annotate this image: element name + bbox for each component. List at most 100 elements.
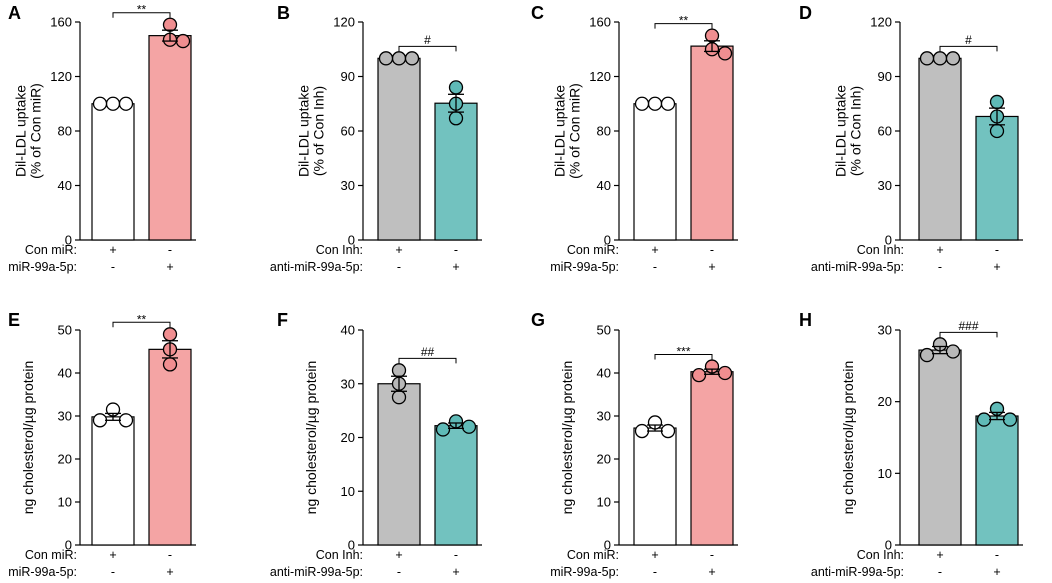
data-point [448,111,464,126]
y-tick-label: 120 [333,15,355,30]
panel-f: Fng cholesterol/µg protein 0 10 20 30 40 ## Con… [270,310,482,579]
data-point [391,51,407,66]
condition-sign: - [653,260,657,274]
condition-label: Con Inh: [316,548,363,562]
significance-bracket [654,354,713,360]
condition-sign: - [168,548,172,562]
panel-letter: E [8,310,20,330]
panel-d: D Dil-LDL uptake (% of Con Inh) 0 30 60 90 120 #… [799,3,1023,274]
condition-sign: + [166,565,173,579]
significance-label: ** [137,312,147,326]
bar [434,425,478,546]
panel-letter: F [277,310,288,330]
y-tick-label: 40 [597,178,611,193]
data-point [660,96,676,111]
bar [377,57,421,241]
bar [633,427,677,546]
condition-label: Con Inh: [857,243,904,257]
condition-label: Con Inh: [857,548,904,562]
data-point [945,51,961,66]
y-axis-label: (% of Con miR) [28,83,44,179]
y-tick-label: 40 [597,366,611,381]
y-tick-label: 0 [348,538,355,553]
y-axis-label: ng cholesterol/µg protein [559,361,575,515]
y-tick-label: 160 [589,15,611,30]
significance-label: ** [679,14,689,28]
y-tick-label: 30 [341,376,355,391]
y-tick-label: 0 [604,233,611,248]
condition-label: anti-miR-99a-5p: [270,565,363,579]
data-point [976,412,992,427]
y-tick-label: 120 [589,69,611,84]
bar [975,115,1019,241]
data-point [717,365,733,381]
y-tick-label: 0 [885,538,892,553]
y-axis-label: (% of Con Inh) [311,86,327,176]
condition-label: miR-99a-5p: [8,565,77,579]
panel-letter: D [799,3,812,23]
panel-g: Gng cholesterol/µg protein 0 10 20 30 40 50 ***… [531,310,738,579]
condition-sign: + [395,548,402,562]
data-point [691,367,707,383]
bar [975,415,1019,546]
data-point [162,17,178,32]
y-tick-label: 50 [58,323,72,338]
data-point [175,33,191,49]
y-tick-label: 20 [878,394,892,409]
y-tick-label: 0 [604,538,611,553]
y-tick-label: 80 [58,124,72,139]
significance-label: ### [958,319,978,333]
panel-h: Hng cholesterol/µg protein 0 10 20 30 ### Con … [799,310,1023,579]
bar [690,45,734,241]
data-point [391,390,407,405]
data-point [989,123,1005,139]
y-tick-label: 30 [878,323,892,338]
data-point [989,94,1005,110]
condition-sign: + [708,565,715,579]
y-axis-label: Dil-LDL uptake [296,85,312,177]
y-tick-label: 40 [58,178,72,193]
data-point [448,80,464,95]
y-tick-label: 90 [878,69,892,84]
panel-letter: H [799,310,812,330]
y-tick-label: 60 [878,124,892,139]
y-tick-label: 120 [870,15,892,30]
condition-sign: + [651,548,658,562]
data-point [919,347,935,363]
data-point [105,96,121,111]
significance-label: ## [421,345,435,359]
condition-sign: + [993,565,1000,579]
y-tick-label: 30 [597,409,611,424]
y-tick-label: 50 [597,323,611,338]
data-point [391,363,407,378]
y-tick-label: 10 [341,484,355,499]
data-point [717,46,733,61]
bar [148,35,192,241]
significance-bracket [112,321,171,328]
y-tick-label: 160 [50,15,72,30]
panel-a: A Dil-LDL uptake (% of Con miR) 0 40 80 120 160… [8,3,196,274]
panel-b: B Dil-LDL uptake (% of Con Inh) 0 30 60 90 120 #… [270,3,482,274]
data-point [932,51,948,66]
y-tick-label: 0 [885,233,892,248]
condition-sign: + [166,260,173,274]
condition-sign: + [936,548,943,562]
y-tick-label: 90 [341,69,355,84]
data-point [461,419,477,434]
y-axis-label: Dil-LDL uptake [833,85,849,177]
panel-letter: G [531,310,545,330]
bar [91,416,135,546]
condition-label: Con miR: [567,243,619,257]
significance-label: ** [137,3,147,17]
condition-sign: + [109,243,116,257]
condition-label: Con miR: [25,548,77,562]
y-tick-label: 20 [341,430,355,445]
condition-sign: - [653,565,657,579]
panel-e: Eng cholesterol/µg protein 0 10 20 30 40 50 ** C… [8,310,196,579]
y-axis-label: ng cholesterol/µg protein [20,361,36,515]
significance-bracket [654,23,713,29]
data-point [647,96,663,111]
condition-sign: - [710,548,714,562]
condition-sign: + [395,243,402,257]
